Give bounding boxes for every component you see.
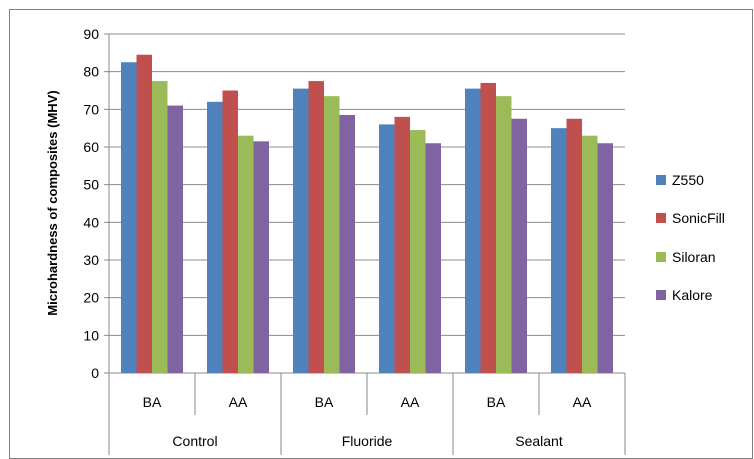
bar-sonicfill-4 [480, 82, 496, 373]
y-tick-label: 50 [83, 177, 99, 193]
x-tick-label: AA [229, 394, 248, 410]
y-tick-label: 0 [91, 365, 99, 381]
y-tick-label: 30 [83, 252, 99, 268]
bars [121, 54, 613, 374]
y-tick-label: 10 [83, 327, 99, 343]
bar-siloran-2 [324, 96, 340, 374]
group-label: Sealant [515, 433, 563, 449]
group-label: Control [172, 433, 217, 449]
y-tick-label: 40 [83, 214, 99, 230]
bar-sonicfill-1 [222, 90, 238, 373]
bar-kalore-0 [167, 105, 183, 374]
group-label: Fluoride [342, 433, 393, 449]
bar-z550-0 [121, 62, 137, 373]
legend-label: Z550 [672, 172, 704, 188]
bar-siloran-5 [582, 135, 598, 373]
bar-z550-4 [465, 88, 481, 373]
y-axis-ticks: 0 10 20 30 40 50 60 70 80 90 [83, 26, 110, 381]
bar-siloran-0 [152, 81, 168, 373]
legend-swatch [656, 290, 666, 300]
bar-z550-1 [207, 101, 223, 374]
bar-z550-2 [293, 88, 309, 373]
y-tick-label: 80 [83, 64, 99, 80]
y-tick-label: 90 [83, 26, 99, 42]
bar-z550-5 [551, 128, 567, 373]
legend: Z550 SonicFill Siloran Kalore [656, 172, 725, 303]
bar-kalore-4 [511, 118, 527, 373]
bar-kalore-1 [253, 141, 269, 373]
legend-swatch [656, 175, 666, 185]
bar-siloran-1 [238, 135, 254, 373]
bar-kalore-5 [597, 143, 613, 373]
bar-sonicfill-3 [394, 116, 410, 373]
x-axis: BA AA BA AA BA AA Control Fluoride Sealant [108, 373, 626, 455]
gridlines [109, 33, 625, 374]
bar-sonicfill-5 [566, 118, 582, 373]
legend-label: Siloran [672, 249, 716, 265]
x-tick-label: AA [573, 394, 592, 410]
x-tick-label: AA [401, 394, 420, 410]
y-tick-label: 70 [83, 101, 99, 117]
legend-label: Kalore [672, 287, 713, 303]
x-tick-label: BA [315, 394, 334, 410]
legend-swatch [656, 252, 666, 262]
bar-sonicfill-2 [308, 81, 324, 373]
bar-kalore-2 [339, 114, 355, 373]
y-axis-label: Microhardness of composites (MHV) [45, 90, 60, 315]
x-tick-label: BA [487, 394, 506, 410]
y-tick-label: 20 [83, 290, 99, 306]
legend-swatch [656, 213, 666, 223]
bar-siloran-3 [410, 130, 426, 373]
bar-kalore-3 [425, 143, 441, 373]
x-tick-label: BA [143, 394, 162, 410]
bar-siloran-4 [496, 96, 512, 374]
bar-sonicfill-0 [136, 54, 152, 373]
bar-z550-3 [379, 124, 395, 374]
legend-label: SonicFill [672, 210, 725, 226]
y-tick-label: 60 [83, 139, 99, 155]
